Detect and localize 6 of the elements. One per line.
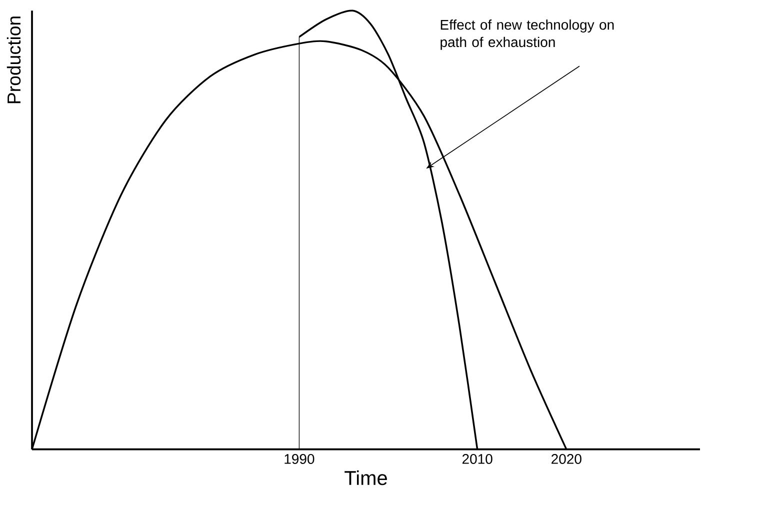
x-tick-label: 2020 [552,454,582,464]
x-tick-label: 2010 [462,454,492,464]
x-tick-label: 1990 [284,454,314,464]
annotation: Effect of new technology on path of exhaustion [440,19,614,50]
y-axis-title: Production [6,16,21,104]
x-axis-title: Time [344,470,387,486]
